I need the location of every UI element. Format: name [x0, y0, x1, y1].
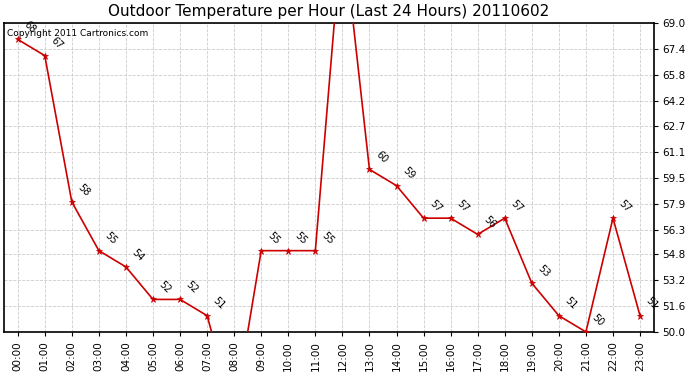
Text: 55: 55 [293, 231, 308, 246]
Text: 75: 75 [0, 374, 1, 375]
Text: Copyright 2011 Cartronics.com: Copyright 2011 Cartronics.com [8, 29, 148, 38]
Text: 51: 51 [211, 296, 227, 312]
Text: 51: 51 [644, 296, 660, 312]
Text: 52: 52 [184, 279, 200, 295]
Text: 57: 57 [455, 198, 471, 214]
Text: 55: 55 [319, 231, 335, 246]
Text: 57: 57 [428, 198, 444, 214]
Text: 57: 57 [509, 198, 525, 214]
Text: 55: 55 [266, 231, 282, 246]
Text: 50: 50 [590, 312, 606, 328]
Text: 52: 52 [157, 279, 173, 295]
Text: 57: 57 [617, 198, 633, 214]
Text: 67: 67 [49, 36, 65, 51]
Text: 53: 53 [536, 263, 552, 279]
Text: 51: 51 [563, 296, 579, 312]
Text: 58: 58 [76, 182, 92, 198]
Text: 68: 68 [22, 20, 37, 35]
Text: 45: 45 [0, 374, 1, 375]
Text: 54: 54 [130, 247, 146, 263]
Text: 55: 55 [103, 231, 119, 246]
Title: Outdoor Temperature per Hour (Last 24 Hours) 20110602: Outdoor Temperature per Hour (Last 24 Ho… [108, 4, 549, 19]
Text: 59: 59 [401, 166, 417, 182]
Text: 60: 60 [373, 150, 389, 165]
Text: 56: 56 [482, 214, 497, 230]
